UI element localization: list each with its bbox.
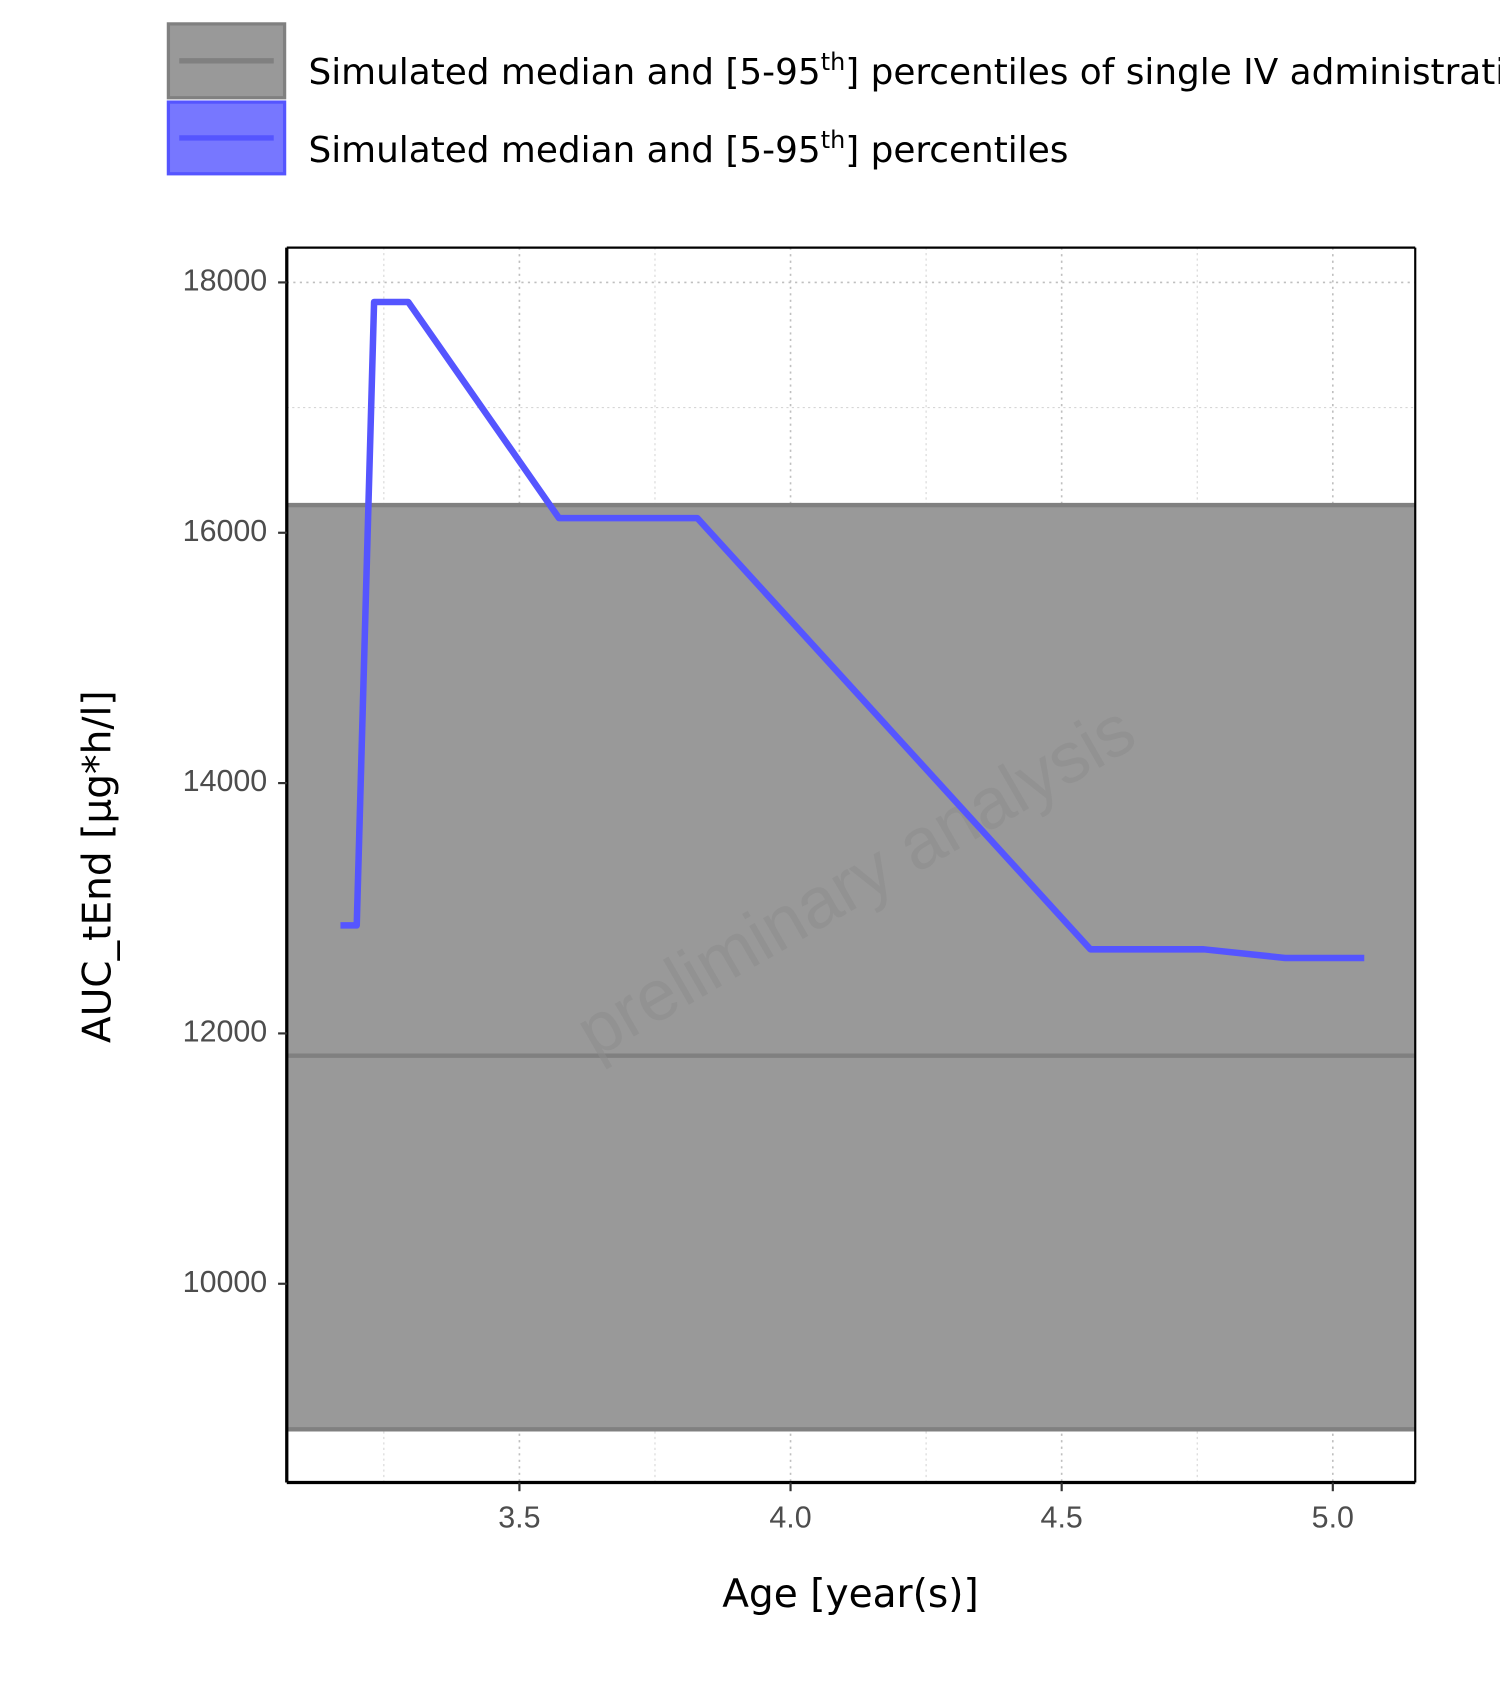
legend-label: Simulated median and [5-95th] percentile… <box>309 48 1500 93</box>
x-tick-label: 4.5 <box>1041 1500 1083 1534</box>
reference-band <box>286 505 1416 1430</box>
legend-label: Simulated median and [5-95th] percentile… <box>309 126 1069 171</box>
y-tick-label: 10000 <box>183 1265 268 1299</box>
y-axis-title: AUC_tEnd [µg*h/l] <box>75 690 120 1043</box>
y-tick-label: 16000 <box>183 514 268 548</box>
x-tick-label: 4.0 <box>769 1500 811 1534</box>
y-tick-label: 18000 <box>183 263 268 297</box>
y-tick-label: 14000 <box>183 764 268 798</box>
x-tick-label: 3.5 <box>498 1500 540 1534</box>
y-tick-label: 12000 <box>183 1014 268 1048</box>
series-line <box>340 298 1365 962</box>
x-axis-title: Age [year(s)] <box>722 1572 979 1617</box>
x-tick-label: 5.0 <box>1312 1500 1354 1534</box>
legend: Simulated median and [5-95th] percentile… <box>166 22 1500 176</box>
